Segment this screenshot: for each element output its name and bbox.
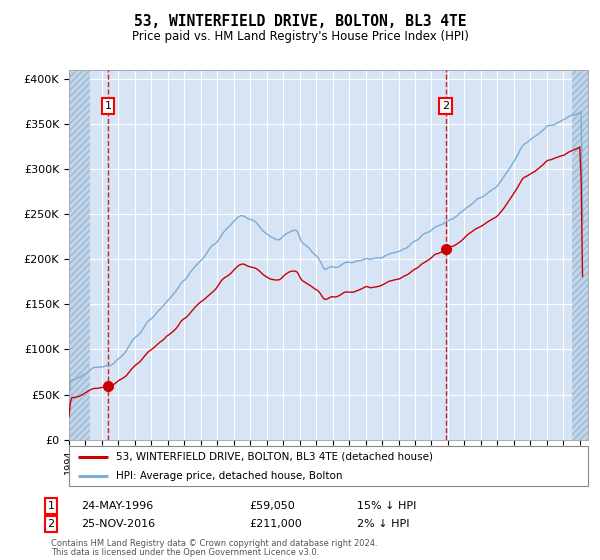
Bar xyxy=(572,70,588,440)
Text: Contains HM Land Registry data © Crown copyright and database right 2024.: Contains HM Land Registry data © Crown c… xyxy=(51,539,377,548)
Text: £211,000: £211,000 xyxy=(249,519,302,529)
Text: 53, WINTERFIELD DRIVE, BOLTON, BL3 4TE (detached house): 53, WINTERFIELD DRIVE, BOLTON, BL3 4TE (… xyxy=(116,452,433,461)
Text: 24-MAY-1996: 24-MAY-1996 xyxy=(81,501,153,511)
Bar xyxy=(69,70,89,440)
Text: HPI: Average price, detached house, Bolton: HPI: Average price, detached house, Bolt… xyxy=(116,471,342,481)
FancyBboxPatch shape xyxy=(69,446,588,486)
Text: 2% ↓ HPI: 2% ↓ HPI xyxy=(357,519,409,529)
Text: Price paid vs. HM Land Registry's House Price Index (HPI): Price paid vs. HM Land Registry's House … xyxy=(131,30,469,44)
Text: 1: 1 xyxy=(47,501,55,511)
Text: 53, WINTERFIELD DRIVE, BOLTON, BL3 4TE: 53, WINTERFIELD DRIVE, BOLTON, BL3 4TE xyxy=(134,14,466,29)
Text: 25-NOV-2016: 25-NOV-2016 xyxy=(81,519,155,529)
Text: £59,050: £59,050 xyxy=(249,501,295,511)
Text: 1: 1 xyxy=(104,101,112,111)
Text: 15% ↓ HPI: 15% ↓ HPI xyxy=(357,501,416,511)
Text: This data is licensed under the Open Government Licence v3.0.: This data is licensed under the Open Gov… xyxy=(51,548,319,557)
Text: 2: 2 xyxy=(442,101,449,111)
Text: 2: 2 xyxy=(47,519,55,529)
